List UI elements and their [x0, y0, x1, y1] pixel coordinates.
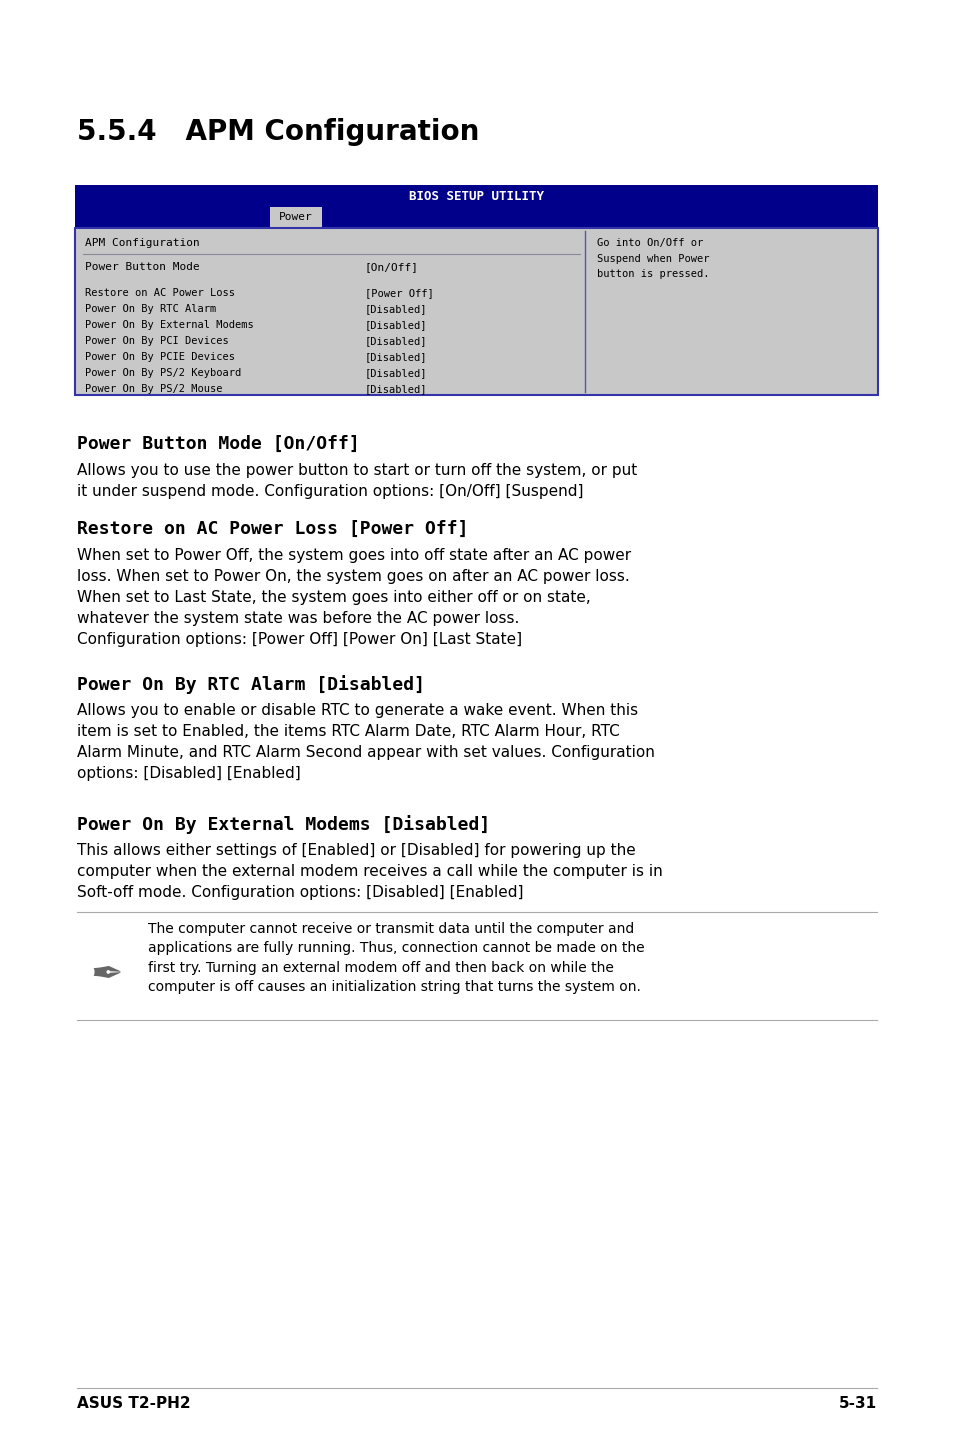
Text: APM Configuration: APM Configuration — [85, 239, 199, 247]
Text: [Power Off]: [Power Off] — [365, 288, 434, 298]
Text: Restore on AC Power Loss [Power Off]: Restore on AC Power Loss [Power Off] — [77, 521, 468, 538]
Bar — [270, 207, 322, 229]
Text: Power On By External Modems [Disabled]: Power On By External Modems [Disabled] — [77, 815, 490, 834]
Text: Restore on AC Power Loss: Restore on AC Power Loss — [85, 288, 234, 298]
Text: The computer cannot receive or transmit data until the computer and
applications: The computer cannot receive or transmit … — [148, 922, 644, 995]
Text: [Disabled]: [Disabled] — [365, 336, 427, 347]
Text: When set to Power Off, the system goes into off state after an AC power
loss. Wh: When set to Power Off, the system goes i… — [77, 548, 631, 647]
Text: Power On By RTC Alarm: Power On By RTC Alarm — [85, 303, 216, 313]
Bar — [75, 229, 877, 395]
Text: Power On By PCI Devices: Power On By PCI Devices — [85, 336, 229, 347]
Text: Power: Power — [279, 213, 313, 223]
Text: 5-31: 5-31 — [838, 1396, 876, 1411]
Bar — [75, 229, 877, 395]
Bar — [75, 186, 877, 207]
Text: Power Button Mode: Power Button Mode — [85, 262, 199, 272]
Text: This allows either settings of [Enabled] or [Disabled] for powering up the
compu: This allows either settings of [Enabled]… — [77, 843, 662, 900]
Text: BIOS SETUP UTILITY: BIOS SETUP UTILITY — [409, 190, 543, 203]
Text: Power On By PS/2 Keyboard: Power On By PS/2 Keyboard — [85, 368, 241, 378]
Text: Power On By PS/2 Mouse: Power On By PS/2 Mouse — [85, 384, 222, 394]
Text: ASUS T2-PH2: ASUS T2-PH2 — [77, 1396, 191, 1411]
Text: Power On By External Modems: Power On By External Modems — [85, 321, 253, 329]
Text: Power On By RTC Alarm [Disabled]: Power On By RTC Alarm [Disabled] — [77, 674, 424, 695]
Text: [Disabled]: [Disabled] — [365, 368, 427, 378]
Text: [On/Off]: [On/Off] — [365, 262, 418, 272]
Text: 5.5.4   APM Configuration: 5.5.4 APM Configuration — [77, 118, 478, 147]
Text: Allows you to enable or disable RTC to generate a wake event. When this
item is : Allows you to enable or disable RTC to g… — [77, 703, 654, 781]
Text: Power On By PCIE Devices: Power On By PCIE Devices — [85, 352, 234, 362]
Text: [Disabled]: [Disabled] — [365, 321, 427, 329]
Text: [Disabled]: [Disabled] — [365, 303, 427, 313]
Text: Power Button Mode [On/Off]: Power Button Mode [On/Off] — [77, 436, 359, 453]
Text: [Disabled]: [Disabled] — [365, 352, 427, 362]
Text: Allows you to use the power button to start or turn off the system, or put
it un: Allows you to use the power button to st… — [77, 463, 637, 499]
Text: ✒: ✒ — [91, 956, 123, 994]
Bar — [75, 207, 877, 229]
Text: [Disabled]: [Disabled] — [365, 384, 427, 394]
Text: Go into On/Off or
Suspend when Power
button is pressed.: Go into On/Off or Suspend when Power but… — [597, 239, 709, 279]
